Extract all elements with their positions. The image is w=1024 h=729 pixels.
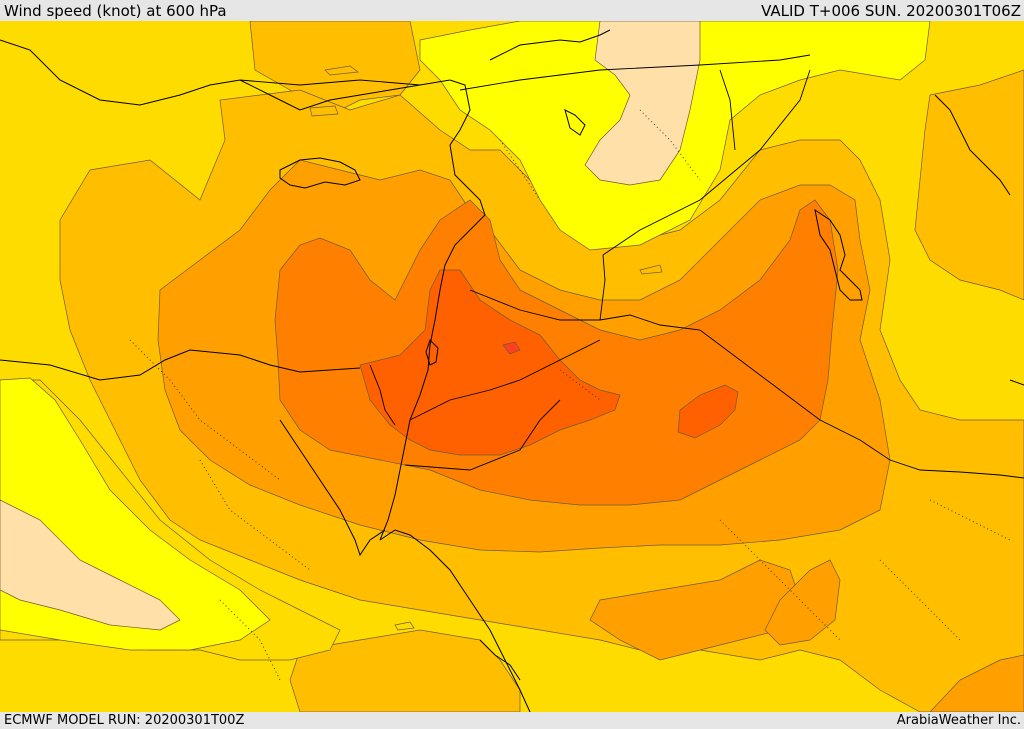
contour-lines <box>309 65 663 631</box>
red-cell <box>502 341 521 355</box>
valid-time: VALID T+006 SUN. 20200301T06Z <box>761 1 1021 20</box>
light-orange-se-band <box>289 629 521 712</box>
coastlines <box>0 29 1024 712</box>
red-orange-east-cell <box>677 384 739 439</box>
map-svg <box>0 21 1024 712</box>
lightest-north-band <box>584 21 701 186</box>
lightest-west-band <box>0 499 181 631</box>
red-orange-core <box>359 269 621 456</box>
footer-bar: ECMWF MODEL RUN: 20200301T00Z ArabiaWeat… <box>0 712 1024 729</box>
orange-corner-band <box>929 654 1024 712</box>
political-borders <box>239 54 1024 479</box>
light-orange-east-band <box>914 69 1024 301</box>
model-run-label: ECMWF MODEL RUN: 20200301T00Z <box>4 713 245 728</box>
weather-map[interactable] <box>0 21 1024 712</box>
header-bar: Wind speed (knot) at 600 hPa VALID T+006… <box>0 0 1024 21</box>
credit-label: ArabiaWeather Inc. <box>896 713 1021 728</box>
map-title: Wind speed (knot) at 600 hPa <box>4 1 227 20</box>
dotted-lines <box>129 109 1011 681</box>
